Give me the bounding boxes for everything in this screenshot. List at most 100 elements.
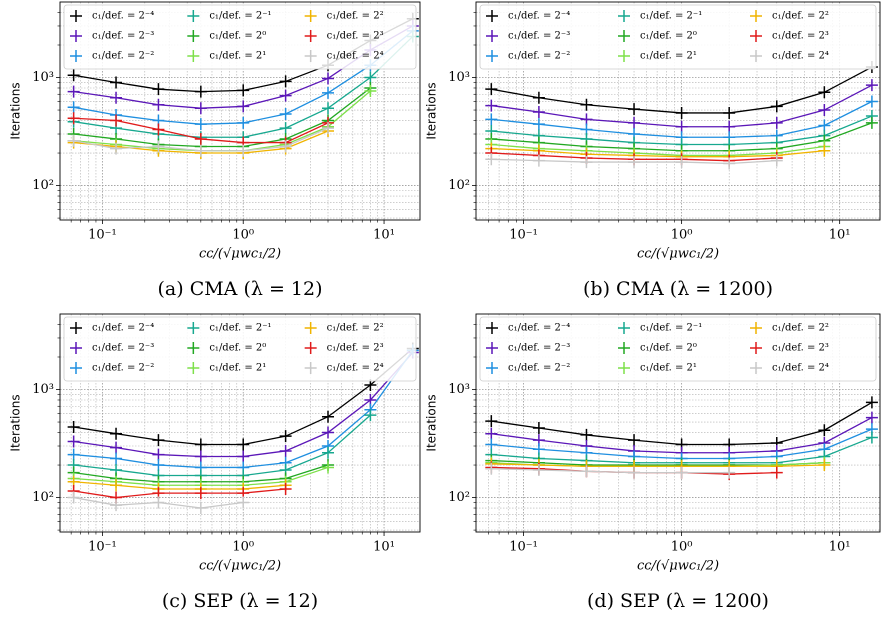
- legend-marker: [486, 50, 498, 62]
- legend-label: c₁/def. = 2¹: [640, 51, 697, 62]
- legend-marker: [304, 50, 317, 62]
- series-group: [485, 396, 878, 481]
- legend-marker: [70, 322, 82, 334]
- legend-label: c₁/def. = 2³: [772, 343, 829, 354]
- y-tick-label: 10²: [448, 490, 470, 505]
- plot-frame: [59, 313, 421, 533]
- point-marker: [110, 91, 123, 104]
- point-marker: [152, 459, 165, 472]
- point-marker: [580, 113, 593, 126]
- y-tick-label: 10²: [32, 490, 54, 505]
- legend-marker: [304, 342, 317, 354]
- x-tick-label: 10⁰: [671, 540, 693, 555]
- point-marker: [770, 466, 783, 479]
- point-marker: [322, 102, 335, 115]
- x-axis-label: cᴄ/(√μwc₁/2): [199, 247, 281, 262]
- legend-label: c₁/def. = 2²: [327, 323, 384, 334]
- caption: (b) CMA (λ = 1200): [583, 278, 773, 300]
- x-tick-label: 10⁰: [232, 228, 254, 243]
- point-marker: [67, 101, 80, 114]
- point-marker: [279, 75, 292, 88]
- x-tick-label: 10¹: [829, 228, 851, 243]
- point-marker: [152, 496, 165, 509]
- point-marker: [67, 420, 80, 433]
- point-marker: [237, 116, 250, 129]
- series-line: [73, 414, 371, 477]
- series-line: [491, 143, 825, 157]
- point-marker: [322, 122, 335, 135]
- series-group: [485, 61, 878, 170]
- x-axis-label: cᴄ/(√μwc₁/2): [637, 247, 719, 262]
- legend-marker: [187, 362, 200, 374]
- point-marker: [485, 83, 498, 96]
- point-marker: [628, 466, 641, 479]
- point-marker: [580, 98, 593, 111]
- point-marker: [675, 466, 688, 479]
- legend-label: c₁/def. = 2²: [772, 11, 829, 22]
- point-marker: [67, 435, 80, 448]
- x-tick-label: 10¹: [373, 540, 395, 555]
- point-marker: [865, 116, 878, 129]
- point-marker: [279, 140, 292, 153]
- legend-marker: [750, 30, 762, 42]
- point-marker: [818, 144, 831, 157]
- point-marker: [279, 107, 292, 120]
- point-marker: [485, 113, 498, 126]
- point-marker: [818, 86, 831, 99]
- x-tick-label: 10⁻¹: [509, 228, 538, 243]
- point-marker: [723, 106, 736, 119]
- point-marker: [152, 434, 165, 447]
- legend-marker: [70, 342, 82, 354]
- panel: 10⁻¹ 10⁰ 10¹ 10² 10³ c₁/def. = 2⁻⁴ c₁/def. = 2…: [425, 313, 881, 612]
- point-marker: [110, 142, 123, 155]
- legend-label: c₁/def. = 2³: [327, 31, 384, 42]
- point-marker: [532, 422, 545, 435]
- point-marker: [279, 444, 292, 457]
- y-axis-label: Iterations: [425, 394, 439, 451]
- point-marker: [194, 438, 207, 451]
- y-axis-label: Iterations: [9, 394, 23, 451]
- point-marker: [723, 120, 736, 133]
- legend-label: c₁/def. = 2⁻²: [508, 51, 570, 62]
- point-marker: [322, 410, 335, 423]
- legend-marker: [304, 322, 317, 334]
- y-axis-label: Iterations: [9, 82, 23, 139]
- point-marker: [67, 69, 80, 82]
- point-marker: [237, 450, 250, 463]
- point-marker: [67, 134, 80, 147]
- legend-marker: [618, 342, 630, 354]
- point-marker: [770, 154, 783, 167]
- x-tick-label: 10⁰: [671, 228, 693, 243]
- legend-marker: [187, 50, 200, 62]
- legend-marker: [486, 10, 498, 22]
- point-marker: [194, 132, 207, 145]
- point-marker: [110, 427, 123, 440]
- legend-label: c₁/def. = 2⁻²: [508, 363, 570, 374]
- x-tick-label: 10⁻¹: [88, 228, 117, 243]
- point-marker: [322, 446, 335, 459]
- point-marker: [723, 466, 736, 479]
- legend-label: c₁/def. = 2¹: [209, 363, 266, 374]
- panel: 10⁻¹ 10⁰ 10¹ 10² 10³ c₁/def. = 2⁻⁴ c₁/def. = 2…: [9, 1, 421, 300]
- legend-marker: [750, 322, 762, 334]
- point-marker: [194, 144, 207, 157]
- point-marker: [152, 448, 165, 461]
- y-tick-label: 10²: [32, 178, 54, 193]
- point-marker: [865, 79, 878, 92]
- point-marker: [152, 98, 165, 111]
- y-tick-label: 10³: [448, 382, 470, 397]
- point-marker: [237, 438, 250, 451]
- legend-box: [479, 4, 877, 70]
- legend-marker: [187, 322, 200, 334]
- legend-label: c₁/def. = 2⁰: [640, 31, 697, 42]
- series-group: [67, 342, 419, 515]
- legend-label: c₁/def. = 2²: [327, 11, 384, 22]
- legend-label: c₁/def. = 2⁻³: [92, 31, 154, 42]
- point-marker: [364, 409, 377, 422]
- panel: 10⁻¹ 10⁰ 10¹ 10² 10³ c₁/def. = 2⁻⁴ c₁/def. = 2…: [425, 1, 881, 300]
- legend-label: c₁/def. = 2⁴: [772, 51, 829, 62]
- legend-marker: [486, 30, 498, 42]
- legend-marker: [304, 362, 317, 374]
- legend-label: c₁/def. = 2⁻⁴: [508, 323, 570, 334]
- legend-marker: [750, 342, 762, 354]
